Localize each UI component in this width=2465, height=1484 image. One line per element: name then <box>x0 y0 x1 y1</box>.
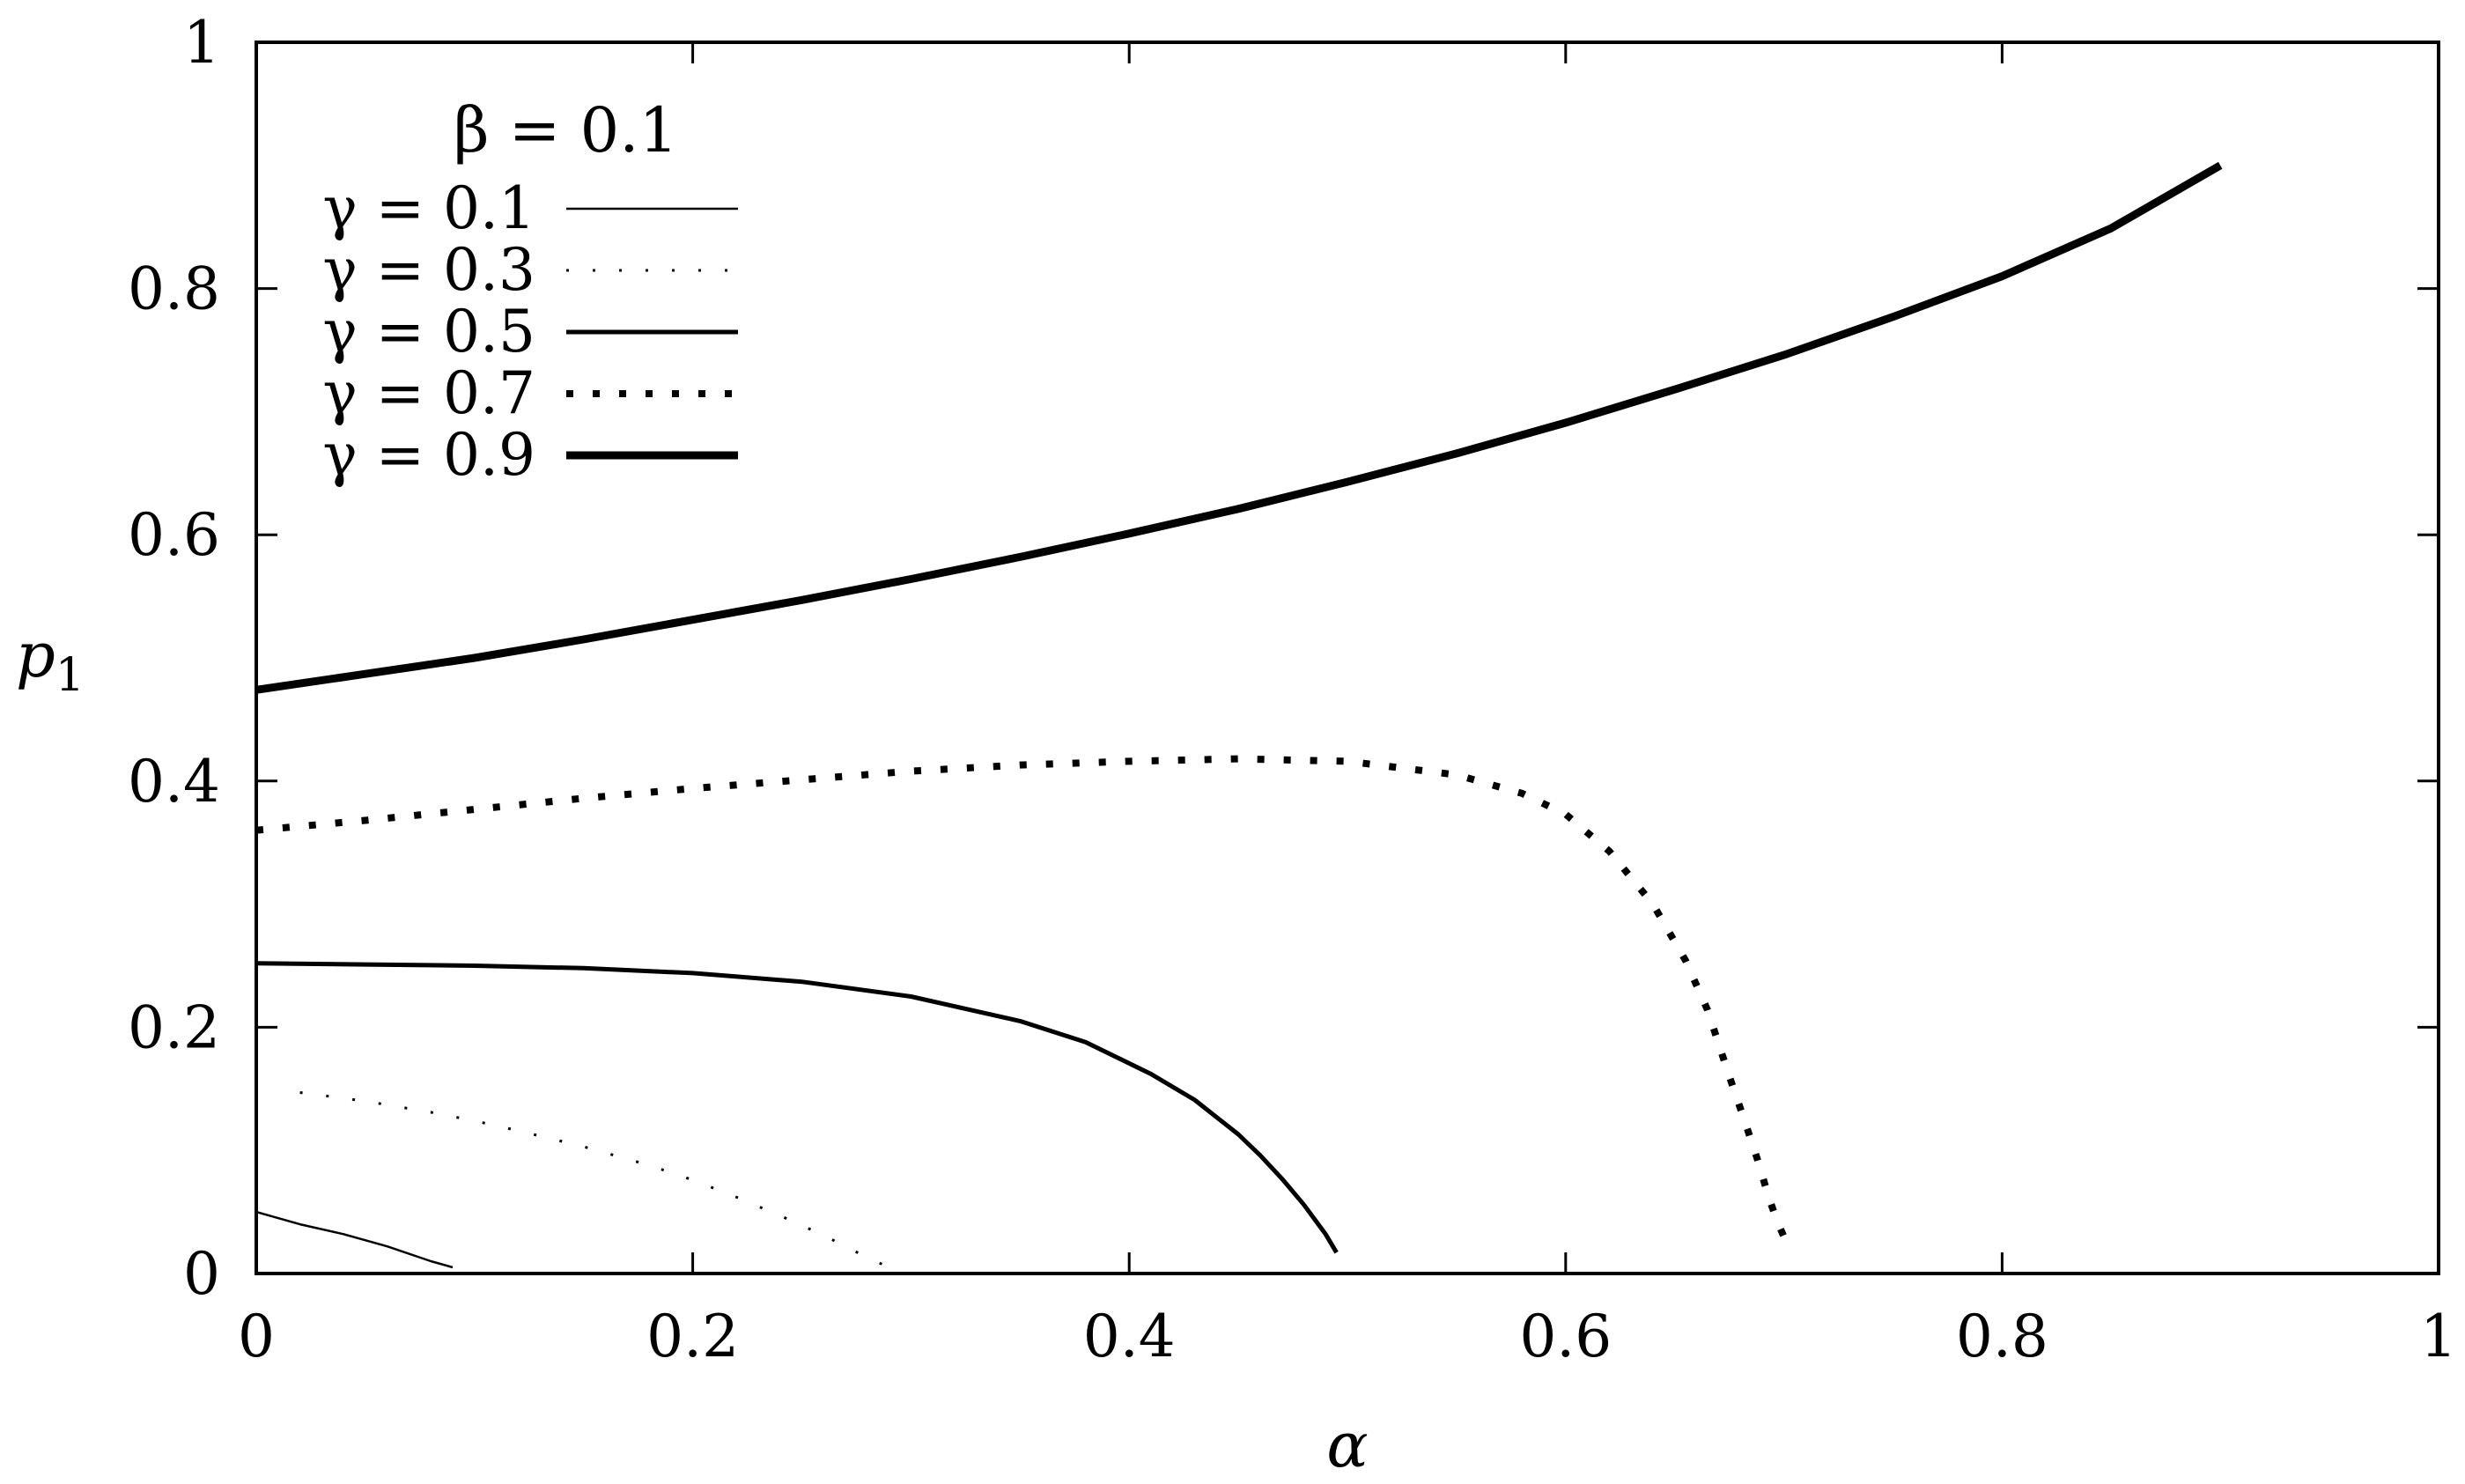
legend-label-2: γ = 0.3 <box>322 236 535 304</box>
series-line-5 <box>255 161 2223 694</box>
series-layer <box>255 161 2223 1269</box>
y-tick-label: 0.4 <box>128 748 220 816</box>
x-tick-label: 0 <box>238 1303 275 1370</box>
y-axis-label-subscript: 1 <box>55 649 85 702</box>
series-line-3 <box>255 961 1339 1254</box>
x-tick-label: 1 <box>2420 1303 2457 1370</box>
legend: β = 0.1 γ = 0.1γ = 0.3γ = 0.5γ = 0.7γ = … <box>322 94 738 489</box>
series-line-2 <box>299 1091 890 1269</box>
legend-title: β = 0.1 <box>454 94 678 166</box>
y-tick-label: 0.6 <box>128 501 220 569</box>
y-tick-label: 0.2 <box>128 993 220 1061</box>
y-axis-label: p1 <box>16 619 85 702</box>
x-tick-label: 0.8 <box>1956 1303 2048 1370</box>
legend-label-5: γ = 0.9 <box>322 421 535 489</box>
legend-label-4: γ = 0.7 <box>322 359 535 427</box>
x-tick-label: 0.4 <box>1083 1303 1176 1370</box>
series-line-1 <box>255 1210 454 1269</box>
y-axis-label-main: p <box>16 619 55 691</box>
x-tick-label: 0.2 <box>646 1303 739 1370</box>
x-axis-label: α <box>1326 1409 1368 1481</box>
y-tick-label: 0 <box>183 1240 220 1308</box>
legend-label-3: γ = 0.5 <box>322 298 535 365</box>
y-tick-label: 0.8 <box>128 255 220 323</box>
y-axis-ticks: 0 0.2 0.4 0.6 0.8 1 <box>128 9 2439 1308</box>
y-tick-label: 1 <box>183 9 220 77</box>
x-axis-ticks: 0 0.2 0.4 0.6 0.8 1 <box>238 42 2457 1370</box>
series-line-4 <box>255 755 1788 1238</box>
legend-entries: γ = 0.1γ = 0.3γ = 0.5γ = 0.7γ = 0.9 <box>322 174 738 489</box>
plot-frame <box>255 41 2440 1275</box>
legend-label-1: γ = 0.1 <box>322 174 535 242</box>
x-tick-label: 0.6 <box>1519 1303 1612 1370</box>
